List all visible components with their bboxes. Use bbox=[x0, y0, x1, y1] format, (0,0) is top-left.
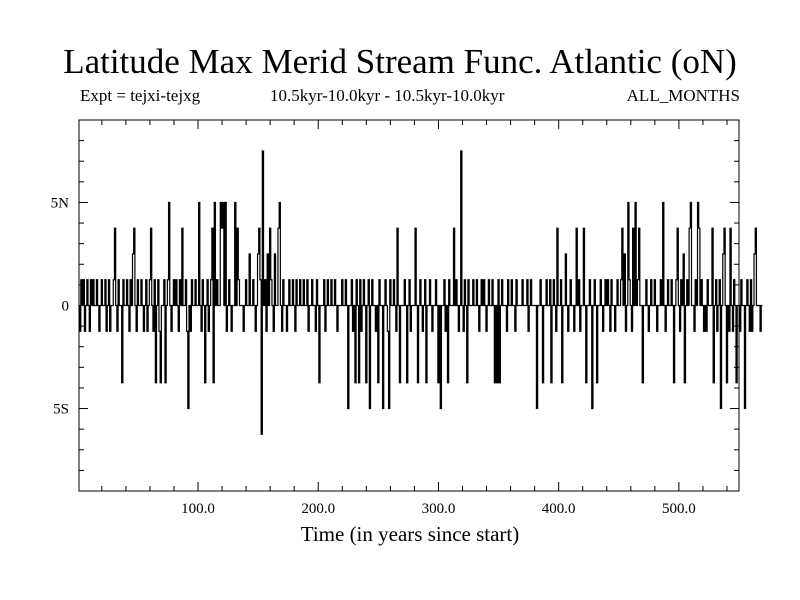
y-tick-label: 0 bbox=[62, 299, 70, 315]
x-tick-label: 100.0 bbox=[181, 501, 215, 517]
months-label: ALL_MONTHS bbox=[626, 86, 740, 105]
x-tick-label: 300.0 bbox=[422, 501, 456, 517]
tick-marks bbox=[79, 119, 739, 492]
x-tick-label: 500.0 bbox=[662, 501, 696, 517]
x-tick-label: 400.0 bbox=[542, 501, 576, 517]
x-axis-label: Time (in years since start) bbox=[300, 522, 520, 546]
experiment-label: Expt = tejxi-tejxg bbox=[80, 86, 201, 105]
chart-title: Latitude Max Merid Stream Func. Atlantic… bbox=[63, 42, 737, 81]
series-line bbox=[78, 150, 763, 435]
y-tick-label: 5N bbox=[51, 195, 70, 211]
y-tick-label: 5S bbox=[53, 402, 69, 418]
x-tick-label: 200.0 bbox=[301, 501, 335, 517]
series-layer bbox=[78, 150, 763, 435]
period-label: 10.5kyr-10.0kyr - 10.5kyr-10.0kyr bbox=[270, 86, 505, 105]
tick-labels: 100.0 200.0 300.0 400.0 500.0 5N 0 5S bbox=[51, 195, 696, 517]
plot-frame bbox=[78, 119, 740, 492]
